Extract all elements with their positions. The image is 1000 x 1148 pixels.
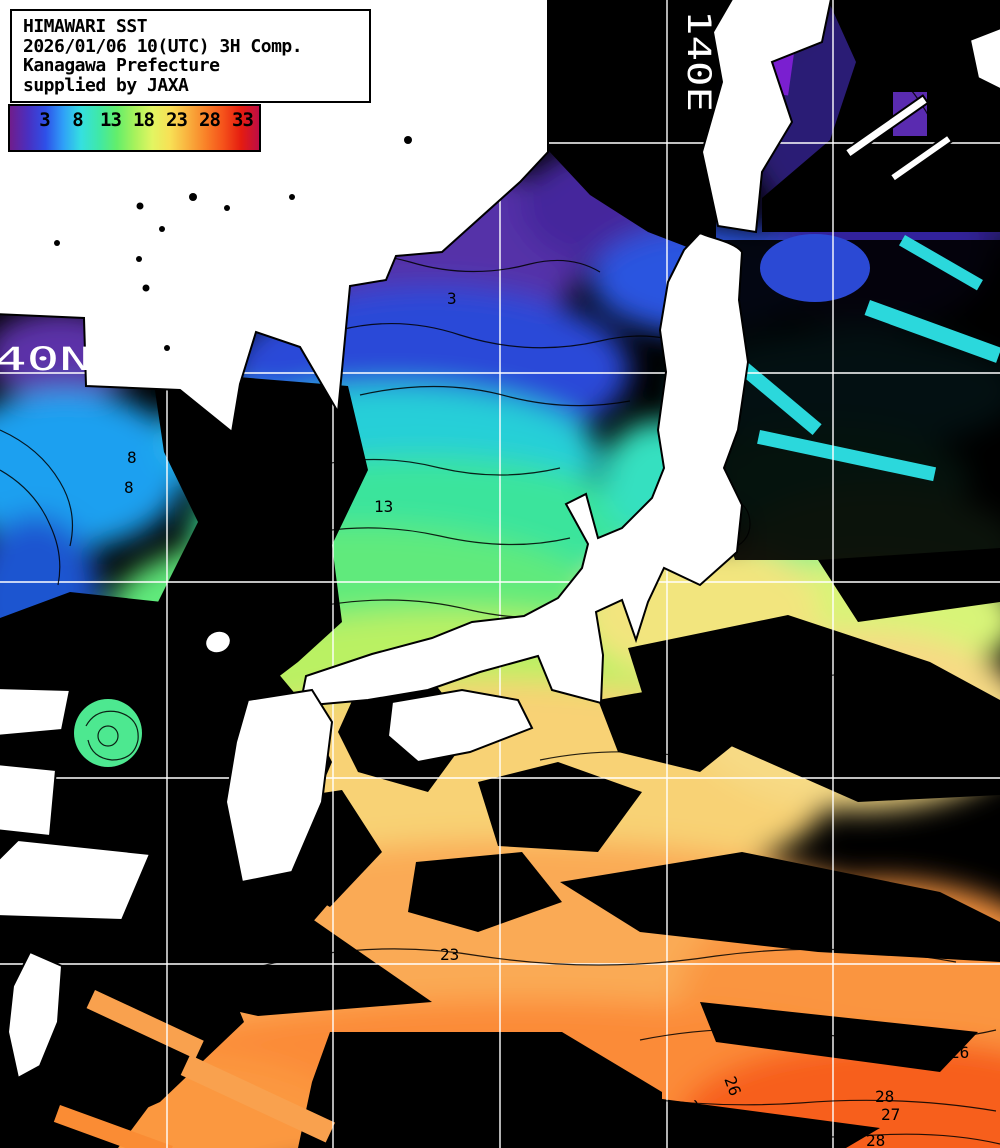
contour-label: 28 [875, 1087, 894, 1106]
land-tsushima [204, 629, 232, 655]
contour-label: 25 [793, 1029, 812, 1048]
product-datetime: 2026/01/06 10(UTC) 3H Comp. [23, 35, 303, 57]
colorbar-tick: 8 [72, 109, 83, 131]
contour-label: 26 [950, 1043, 969, 1062]
coast-sliver-2 [888, 133, 954, 183]
contour-label: 28 [866, 1131, 885, 1148]
coast-sliver-1 [843, 94, 930, 159]
lat-label-40n: 40N [0, 340, 92, 378]
land-kyushu-west-2 [0, 763, 58, 838]
contour-label: 23 [440, 945, 459, 964]
contour-label: 27 [881, 1105, 900, 1124]
product-credit: supplied by JAXA [23, 74, 189, 96]
contour-label: 24 [387, 1072, 409, 1094]
contour-label: 13 [374, 497, 393, 516]
grid-labels: 140E 40N [0, 10, 718, 378]
island-specks [54, 136, 412, 351]
colorbar-tick: 33 [232, 109, 254, 131]
land-taiwan [6, 950, 64, 1080]
land-kyushu-west-1 [0, 687, 72, 737]
product-region: Kanagawa Prefecture [23, 55, 220, 76]
land-hokkaido [700, 0, 832, 234]
colorbar-tick: 13 [100, 109, 122, 131]
land-kyushu [224, 688, 334, 884]
isotherm-contours [0, 39, 1000, 1145]
colorbar-ticks: 3 8 13 18 23 28 33 [28, 109, 259, 131]
product-title: HIMAWARI SST [23, 16, 148, 37]
lon-label-140e: 140E [680, 10, 718, 112]
colorbar: 3 8 13 18 23 28 33 [8, 104, 261, 152]
land-shikoku [386, 688, 534, 764]
colorbar-tick: 18 [133, 109, 155, 131]
contour-label: 8 [124, 478, 134, 497]
colorbar-tick: 23 [166, 109, 188, 131]
colorbar-tick: 3 [39, 109, 50, 131]
coast-sliver-3 [968, 27, 1000, 91]
land-honshu [298, 231, 750, 708]
contour-label: 8 [127, 448, 137, 467]
land-kyushu-west-3 [0, 838, 152, 922]
title-box: HIMAWARI SST 2026/01/06 10(UTC) 3H Comp.… [10, 9, 371, 103]
colorbar-gradient [10, 106, 259, 150]
contour-label: 3 [447, 289, 457, 308]
colorbar-tick: 28 [199, 109, 221, 131]
